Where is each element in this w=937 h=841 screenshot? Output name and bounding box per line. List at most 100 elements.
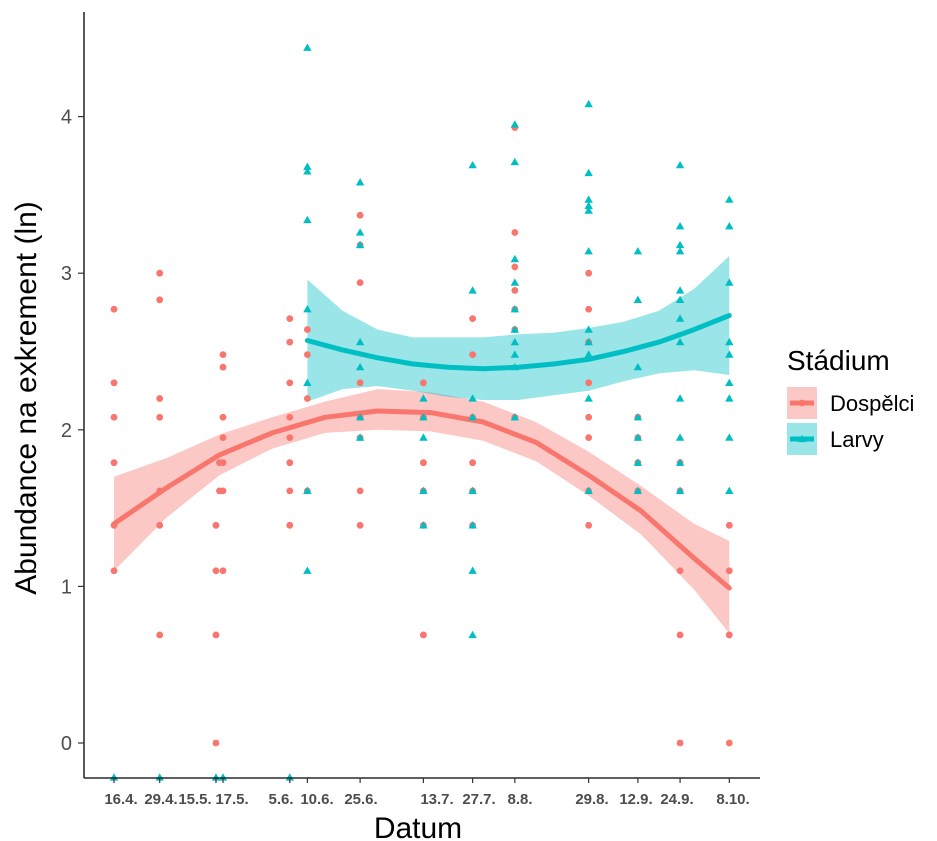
data-point-dospelci bbox=[356, 379, 364, 387]
data-point-dospelci bbox=[219, 363, 227, 371]
data-point-larvy bbox=[584, 325, 593, 333]
legend-key-marker bbox=[797, 434, 807, 443]
legend-title: Stádium bbox=[787, 345, 890, 376]
data-point-larvy bbox=[510, 120, 520, 128]
data-point-larvy bbox=[303, 215, 312, 224]
data-point-larvy bbox=[285, 773, 294, 781]
data-point-larvy bbox=[510, 337, 520, 346]
data-point-dospelci bbox=[219, 413, 227, 421]
data-point-larvy bbox=[468, 286, 477, 294]
data-point-larvy bbox=[725, 394, 734, 402]
x-tick-label: 12.9. bbox=[619, 791, 652, 808]
data-point-dospelci bbox=[212, 739, 220, 747]
data-point-dospelci bbox=[110, 413, 118, 421]
data-point-dospelci bbox=[725, 739, 733, 747]
data-point-dospelci bbox=[585, 379, 593, 387]
data-point-dospelci bbox=[110, 305, 118, 313]
data-point-larvy bbox=[419, 413, 428, 421]
data-point-dospelci bbox=[286, 315, 294, 323]
legend: Stádium Dospělci Larvy bbox=[787, 345, 914, 455]
data-point-dospelci bbox=[286, 413, 294, 421]
data-point-larvy bbox=[584, 168, 593, 177]
data-point-larvy bbox=[510, 254, 520, 263]
data-point-dospelci bbox=[469, 315, 477, 323]
data-point-larvy bbox=[725, 195, 734, 203]
x-tick-label: 8.8. bbox=[507, 791, 532, 808]
data-point-dospelci bbox=[585, 434, 593, 442]
data-point-dospelci bbox=[511, 229, 519, 236]
data-point-dospelci bbox=[676, 631, 684, 639]
data-point-larvy bbox=[675, 458, 685, 466]
data-point-larvy bbox=[675, 247, 685, 255]
data-point-larvy bbox=[675, 222, 685, 230]
data-point-larvy bbox=[725, 433, 734, 441]
data-point-larvy bbox=[468, 486, 477, 495]
trend-line-larvy bbox=[304, 313, 732, 372]
x-tick-label: 24.9. bbox=[660, 791, 693, 808]
data-point-larvy bbox=[155, 773, 164, 781]
data-point-larvy bbox=[419, 486, 428, 495]
data-point-dospelci bbox=[356, 521, 364, 529]
x-axis-title: Datum bbox=[374, 812, 462, 841]
data-point-larvy bbox=[468, 413, 477, 421]
x-tick-label: 16.4. bbox=[104, 791, 137, 808]
x-tick-label: 29.4. bbox=[144, 791, 177, 808]
data-point-larvy bbox=[355, 413, 365, 421]
data-point-larvy bbox=[355, 433, 365, 441]
confidence-band-larvy bbox=[307, 256, 730, 402]
y-tick-label: 4 bbox=[61, 107, 72, 129]
data-point-larvy bbox=[675, 433, 685, 441]
data-point-larvy bbox=[675, 286, 685, 294]
data-point-dospelci bbox=[286, 521, 294, 529]
data-point-dospelci bbox=[511, 263, 519, 271]
data-point-larvy bbox=[468, 394, 477, 402]
fit-layer bbox=[111, 256, 732, 634]
data-point-larvy bbox=[725, 278, 734, 286]
data-point-larvy bbox=[725, 222, 734, 230]
data-point-dospelci bbox=[420, 379, 427, 387]
data-point-dospelci bbox=[212, 521, 220, 529]
axes bbox=[83, 12, 760, 779]
data-point-larvy bbox=[633, 433, 643, 441]
data-point-larvy bbox=[725, 337, 734, 346]
data-point-larvy bbox=[675, 295, 685, 303]
data-point-dospelci bbox=[420, 631, 427, 639]
data-point-larvy bbox=[303, 566, 312, 574]
data-point-larvy bbox=[633, 295, 643, 303]
data-point-dospelci bbox=[303, 326, 311, 333]
data-point-larvy bbox=[584, 350, 593, 358]
data-point-larvy bbox=[109, 773, 119, 781]
x-tick-label: 17.5. bbox=[215, 791, 248, 808]
data-point-dospelci bbox=[286, 434, 294, 442]
data-point-dospelci bbox=[303, 351, 311, 359]
data-point-larvy bbox=[584, 394, 593, 402]
data-point-larvy bbox=[218, 773, 228, 781]
data-point-larvy bbox=[303, 43, 312, 51]
data-point-larvy bbox=[584, 486, 593, 495]
data-point-dospelci bbox=[725, 521, 733, 529]
data-point-dospelci bbox=[725, 631, 733, 639]
data-point-larvy bbox=[468, 566, 477, 574]
x-tick-label: 8.10. bbox=[716, 791, 749, 808]
data-point-larvy bbox=[584, 201, 593, 210]
x-tick-label: 29.8. bbox=[575, 791, 608, 808]
data-point-dospelci bbox=[110, 459, 118, 467]
legend-label: Dospělci bbox=[830, 391, 914, 416]
data-point-larvy bbox=[510, 350, 520, 358]
data-point-dospelci bbox=[469, 459, 477, 467]
data-point-larvy bbox=[419, 433, 428, 441]
data-point-larvy bbox=[584, 206, 593, 214]
data-point-larvy bbox=[510, 362, 520, 371]
data-point-dospelci bbox=[286, 379, 294, 387]
data-point-dospelci bbox=[356, 279, 364, 286]
legend-label: Larvy bbox=[830, 427, 884, 452]
data-point-larvy bbox=[633, 362, 643, 371]
y-tick-label: 0 bbox=[61, 733, 72, 755]
data-point-dospelci bbox=[216, 459, 223, 467]
data-point-dospelci bbox=[219, 351, 227, 359]
data-point-dospelci bbox=[212, 631, 220, 639]
data-point-larvy bbox=[303, 305, 312, 313]
data-point-larvy bbox=[355, 228, 365, 236]
data-point-dospelci bbox=[676, 567, 684, 575]
data-point-larvy bbox=[584, 247, 593, 255]
